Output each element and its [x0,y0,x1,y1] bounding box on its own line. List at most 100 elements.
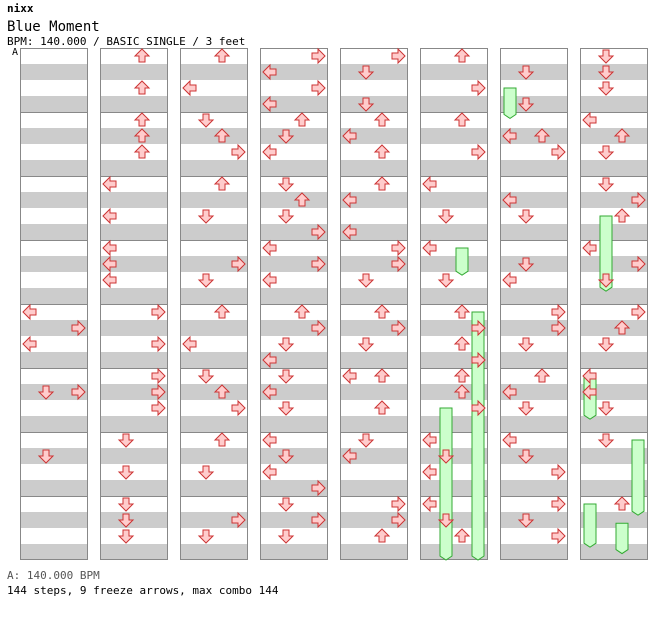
column-border [260,48,328,560]
step-arrow-down [37,385,55,400]
beat-stripe [260,64,328,80]
step-arrow-right [231,399,246,417]
beat-stripe [20,256,88,272]
beat-stripe [340,224,408,240]
beat-stripe [420,544,488,560]
beat-stripe [180,480,248,496]
step-arrow-up [453,384,471,399]
step-arrow-left [102,271,117,289]
beat-stripe [500,192,568,208]
step-arrow-right [551,319,566,337]
step-arrow-down [517,449,535,464]
beat-stripe [100,192,168,208]
beat-stripe [100,480,168,496]
beat-stripe [20,480,88,496]
beat-stripe [580,352,648,368]
beat-stripe [260,416,328,432]
beat-stripe [500,352,568,368]
step-arrow-left [182,335,197,353]
beat-stripe [180,160,248,176]
beat-stripe [180,288,248,304]
beat-stripe [100,64,168,80]
beat-stripe [580,256,648,272]
step-arrow-left [262,431,277,449]
beat-stripe [20,160,88,176]
beat-stripe [260,384,328,400]
beat-stripe [580,192,648,208]
freeze-arrow [615,522,629,555]
step-arrow-right [311,319,326,337]
beat-stripe [20,384,88,400]
chart-info: BPM: 140.000 / BASIC SINGLE / 3 feet [7,35,246,48]
step-arrow-right [71,383,86,401]
step-arrow-up [613,320,631,335]
step-arrow-down [277,209,295,224]
step-arrow-right [471,143,486,161]
step-arrow-up [453,112,471,127]
step-arrow-down [517,209,535,224]
step-arrow-down [357,273,375,288]
step-arrow-down [597,433,615,448]
step-arrow-right [391,255,406,273]
step-arrow-down [197,529,215,544]
step-arrow-left [342,223,357,241]
step-arrow-right [151,399,166,417]
step-arrow-right [151,303,166,321]
beat-stripe [420,96,488,112]
step-arrow-right [311,223,326,241]
beat-stripe [580,480,648,496]
step-arrow-up [453,528,471,543]
step-arrow-left [342,447,357,465]
beat-stripe [500,224,568,240]
bpm-footer: A: 140.000 BPM [7,569,100,582]
step-arrow-up [213,48,231,63]
beat-stripe [500,480,568,496]
step-arrow-down [277,337,295,352]
step-arrow-down [517,65,535,80]
step-arrow-down [117,497,135,512]
step-arrow-right [231,143,246,161]
step-arrow-up [613,496,631,511]
beat-stripe [340,64,408,80]
step-arrow-up [373,304,391,319]
beat-stripe [180,416,248,432]
step-arrow-right [391,495,406,513]
step-arrow-left [582,239,597,257]
step-arrow-down [517,97,535,112]
beat-stripe [500,512,568,528]
step-arrow-left [582,367,597,385]
step-arrow-down [197,209,215,224]
freeze-arrow [503,87,517,120]
column-border [340,48,408,560]
step-arrow-up [133,48,151,63]
beat-stripe [500,96,568,112]
step-arrow-down [197,465,215,480]
beat-stripe [100,224,168,240]
step-arrow-right [551,527,566,545]
step-arrow-left [22,303,37,321]
step-arrow-right [471,79,486,97]
step-arrow-down [597,145,615,160]
step-arrow-right [551,303,566,321]
step-arrow-up [133,112,151,127]
step-arrow-right [471,351,486,369]
step-arrow-down [597,65,615,80]
beat-stripe [260,288,328,304]
beat-stripe [580,320,648,336]
step-arrow-down [597,337,615,352]
beat-stripe [260,224,328,240]
beat-stripe [20,352,88,368]
step-arrow-down [357,433,375,448]
step-arrow-down [277,497,295,512]
step-arrow-left [422,175,437,193]
step-arrow-left [502,191,517,209]
beat-stripe [20,96,88,112]
beat-stripe [340,160,408,176]
beat-stripe [340,96,408,112]
beat-stripe [340,352,408,368]
step-arrow-down [117,465,135,480]
beat-stripe [500,544,568,560]
step-arrow-up [133,128,151,143]
beat-stripe [420,224,488,240]
step-arrow-left [422,239,437,257]
